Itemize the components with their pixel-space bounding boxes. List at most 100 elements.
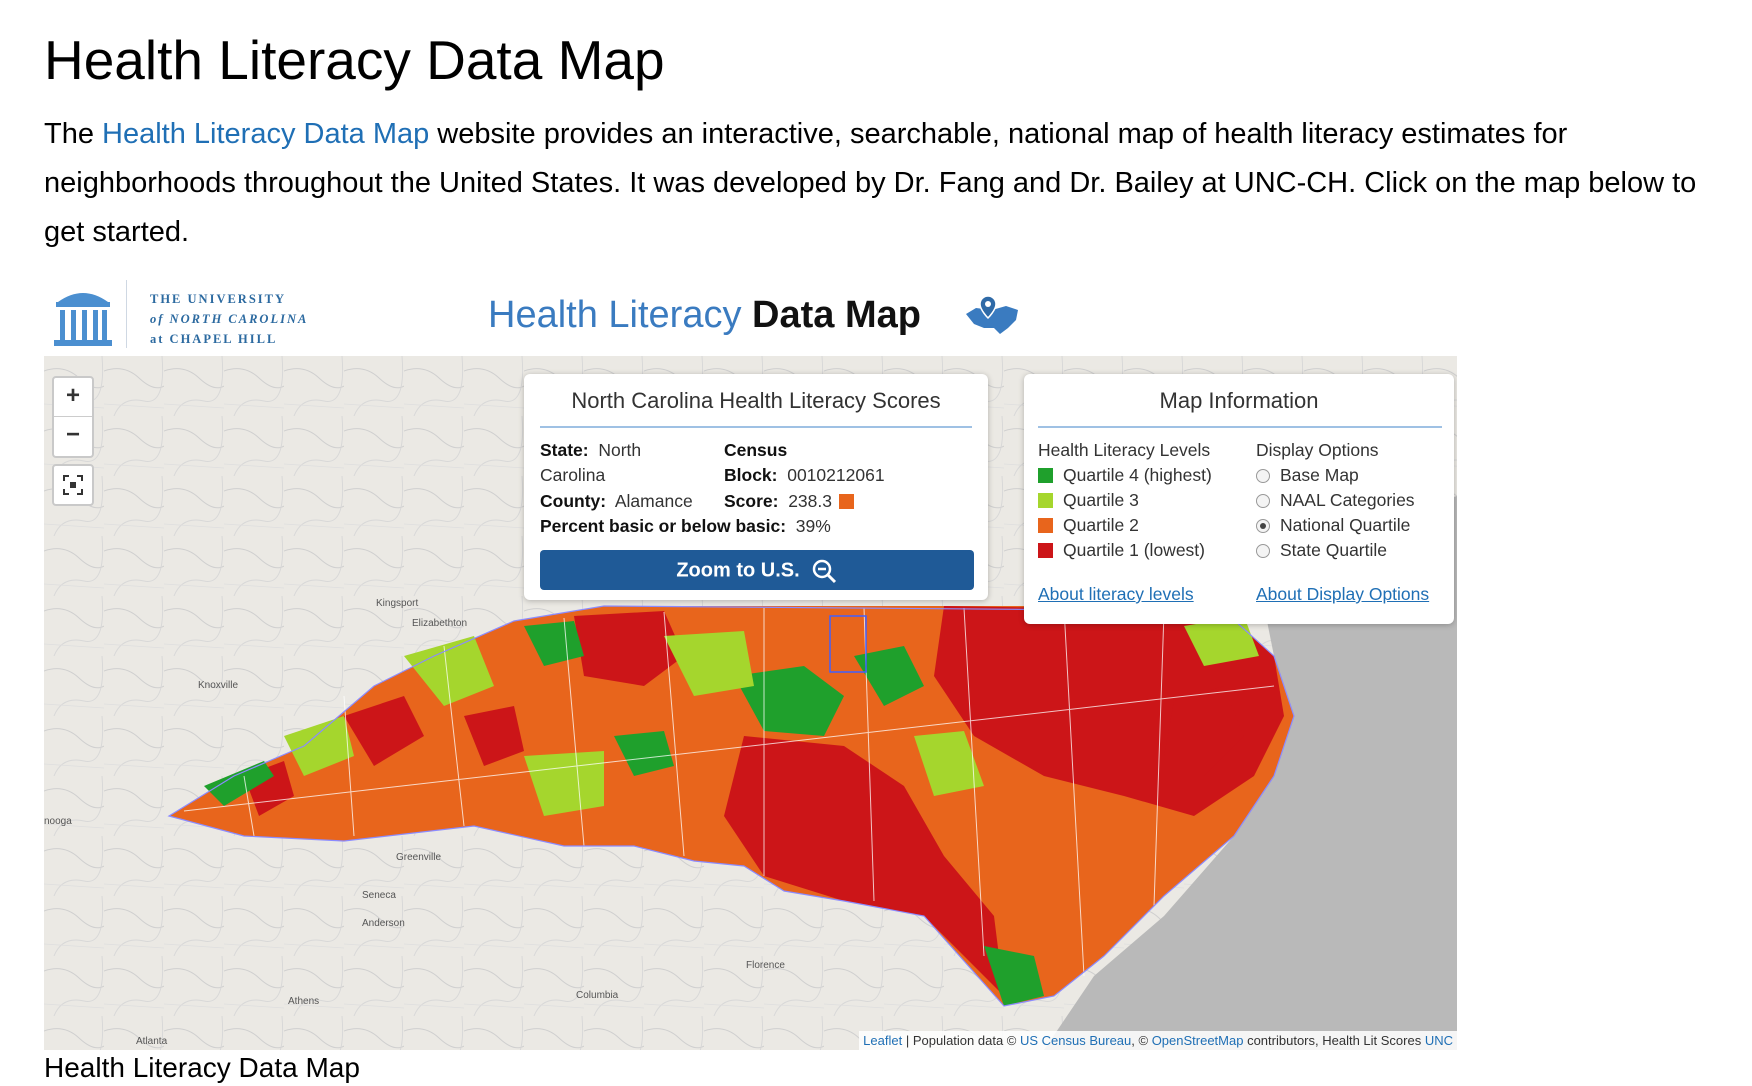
option-label: Base Map [1280,465,1359,485]
state-value: North [598,440,642,460]
unc-wordmark-line1: THE UNIVERSITY [150,292,287,306]
radio-base-map[interactable] [1256,469,1270,483]
block-value: 0010212061 [787,465,885,485]
legend-item-quartile-2: Quartile 2 [1038,515,1139,536]
north-carolina-region [167,605,1295,1007]
county-row: County: Alamance [540,491,693,512]
option-label: National Quartile [1280,515,1411,535]
zoom-to-us-label: Zoom to U.S. [676,559,800,582]
county-value: Alamance [614,491,693,511]
place-label-seneca: Seneca [362,890,396,901]
health-literacy-score-panel: North Carolina Health Literacy Scores St… [524,374,988,600]
radio-national-quartile[interactable] [1256,519,1270,533]
quartile-1-swatch [1038,543,1053,558]
about-display-options-link[interactable]: About Display Options [1256,584,1430,604]
census-bureau-link[interactable]: US Census Bureau [1019,1033,1132,1048]
place-label-nooga: nooga [44,816,72,827]
quartile-2-swatch [1038,518,1053,533]
zoom-control: + − [52,376,94,458]
display-options-group: Display Options Base Map NAAL Categories… [1256,440,1446,560]
state-value-line2: Carolina [540,465,606,485]
percent-basic-row: Percent basic or below basic: 39% [540,516,831,537]
score-row: Score: 238.3 [724,491,864,512]
place-label-atlanta: Atlanta [136,1036,168,1047]
place-label-columbia: Columbia [576,990,619,1001]
page-title: Health Literacy Data Map [44,29,665,91]
literacy-levels-legend: Health Literacy Levels Quartile 4 (highe… [1038,440,1238,560]
legend-label: Quartile 2 [1063,515,1139,535]
zoom-out-magnifier-icon [812,559,836,583]
place-label-kingsport: Kingsport [376,598,419,609]
fullscreen-button[interactable] [52,464,94,506]
app-title-part1: Health Literacy [488,294,753,336]
legend-item-quartile-1: Quartile 1 (lowest) [1038,540,1205,561]
old-well-logo-icon [54,293,112,346]
openstreetmap-link[interactable]: OpenStreetMap [1151,1033,1244,1048]
info-panel-divider [1038,426,1442,428]
state-label: State: [540,440,589,460]
score-value: 238.3 [788,491,832,511]
info-panel-title: Map Information [1159,388,1319,413]
state-row: State: North [540,440,641,461]
block-label: Block: [724,465,778,485]
place-label-greenville: Greenville [396,852,442,863]
display-option-base-map[interactable]: Base Map [1256,465,1359,486]
unc-wordmark-line3: at CHAPEL HILL [150,332,278,346]
intro-suffix: website provides an interactive, searcha… [44,118,1697,248]
place-label-knoxville: Knoxville [198,680,239,691]
legend-label: Quartile 3 [1063,490,1139,510]
county-label: County: [540,491,607,511]
census-label: Census [724,440,788,460]
score-panel-divider [540,426,972,428]
quartile-4-swatch [1038,468,1053,483]
us-map-pin-icon [966,295,1018,334]
figure-caption: Health Literacy Data Map [44,1052,360,1083]
map-app-header: THE UNIVERSITY of NORTH CAROLINA at CHAP… [44,276,1457,356]
health-literacy-map-link[interactable]: Health Literacy Data Map [102,118,430,150]
place-label-athens: Athens [288,996,320,1007]
radio-state-quartile[interactable] [1256,544,1270,558]
map-figure[interactable]: THE UNIVERSITY of NORTH CAROLINA at CHAP… [44,276,1457,1050]
legend-label: Quartile 4 (highest) [1063,465,1212,485]
place-label-elizabethton: Elizabethton [412,618,468,629]
unc-link[interactable]: UNC [1424,1033,1453,1048]
app-title: Health Literacy Data Map [488,294,921,337]
map-information-panel: Map Information Health Literacy Levels Q… [1024,374,1454,624]
display-options-heading: Display Options [1256,440,1379,460]
block-row: Block: 0010212061 [724,465,885,486]
map-canvas[interactable]: Kingsport Elizabethton Knoxville nooga G… [44,356,1457,1050]
score-quartile-swatch [838,494,854,509]
legend-label: Quartile 1 (lowest) [1063,540,1205,560]
place-label-anderson: Anderson [362,918,405,929]
zoom-to-us-button[interactable]: Zoom to U.S. [540,550,974,590]
option-label: NAAL Categories [1280,490,1415,510]
legend-item-quartile-3: Quartile 3 [1038,490,1139,511]
leaflet-link[interactable]: Leaflet [863,1033,903,1048]
attribution-text: , © [1131,1033,1152,1048]
score-panel-title: North Carolina Health Literacy Scores [571,388,941,413]
attribution-text: contributors, Health Lit Scores [1243,1033,1425,1048]
intro-paragraph: The Health Literacy Data Map website pro… [44,110,1714,257]
option-label: State Quartile [1280,540,1387,560]
display-option-naal-categories[interactable]: NAAL Categories [1256,490,1415,511]
intro-prefix: The [44,118,103,150]
score-label: Score: [724,491,779,511]
app-title-part2: Data Map [752,294,921,336]
unc-wordmark-line2: of NORTH CAROLINA [150,312,309,326]
zoom-out-button[interactable]: − [65,421,80,448]
header-divider [126,280,127,348]
attribution-text: | Population data © [902,1033,1020,1048]
quartile-3-swatch [1038,493,1053,508]
display-option-state-quartile[interactable]: State Quartile [1256,540,1387,561]
zoom-in-button[interactable]: + [54,378,92,417]
fullscreen-icon [63,475,83,495]
literacy-levels-heading: Health Literacy Levels [1038,440,1211,460]
about-literacy-levels-link[interactable]: About literacy levels [1038,584,1194,604]
map-attribution: Leaflet | Population data © US Census Bu… [859,1031,1457,1050]
display-option-national-quartile[interactable]: National Quartile [1256,515,1410,536]
percent-basic-value: 39% [795,516,831,536]
place-label-florence: Florence [746,960,785,971]
percent-basic-label: Percent basic or below basic: [540,516,787,536]
radio-naal-categories[interactable] [1256,494,1270,508]
legend-item-quartile-4: Quartile 4 (highest) [1038,465,1212,486]
